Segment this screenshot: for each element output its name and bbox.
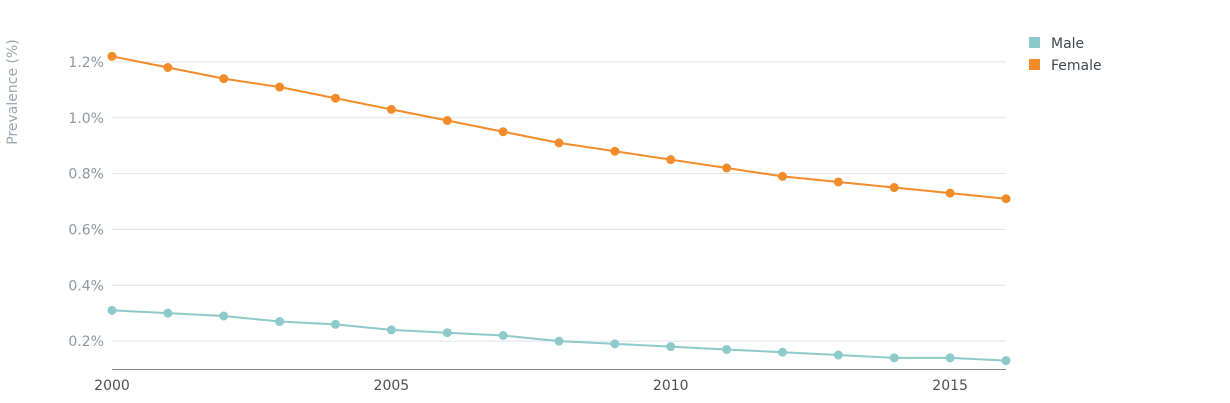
x-tick-labels: 2000 2005 2010 2015 bbox=[94, 378, 968, 394]
data-point[interactable] bbox=[833, 177, 843, 187]
data-point[interactable] bbox=[889, 183, 899, 193]
data-point[interactable] bbox=[610, 339, 620, 349]
data-point[interactable] bbox=[331, 319, 340, 329]
y-tick-label: 0.2% bbox=[68, 334, 104, 350]
y-tick-label: 1.2% bbox=[68, 55, 104, 71]
legend-swatch-male bbox=[1029, 37, 1040, 48]
data-point[interactable] bbox=[219, 311, 229, 321]
data-point[interactable] bbox=[666, 342, 676, 352]
y-axis-label: Prevalence (%) bbox=[5, 39, 21, 145]
series-male bbox=[107, 305, 1011, 366]
y-tick-label: 0.4% bbox=[68, 278, 104, 294]
data-point[interactable] bbox=[778, 347, 787, 357]
data-point[interactable] bbox=[386, 325, 396, 335]
data-point[interactable] bbox=[275, 317, 285, 327]
data-point[interactable] bbox=[1001, 194, 1011, 204]
data-point[interactable] bbox=[442, 116, 452, 126]
data-point[interactable] bbox=[386, 104, 396, 114]
legend-label-male[interactable]: Male bbox=[1051, 36, 1084, 52]
data-point[interactable] bbox=[610, 146, 620, 156]
y-tick-labels: 0.2% 0.4% 0.6% 0.8% 1.0% 1.2% bbox=[68, 55, 104, 350]
series-lines bbox=[107, 51, 1011, 366]
data-point[interactable] bbox=[498, 127, 508, 137]
data-point[interactable] bbox=[945, 188, 955, 198]
data-point[interactable] bbox=[889, 353, 899, 363]
data-point[interactable] bbox=[331, 93, 340, 103]
data-point[interactable] bbox=[666, 155, 676, 165]
data-point[interactable] bbox=[275, 82, 285, 92]
data-point[interactable] bbox=[163, 63, 173, 72]
data-point[interactable] bbox=[833, 350, 843, 360]
data-point[interactable] bbox=[219, 74, 229, 84]
data-point[interactable] bbox=[107, 51, 117, 61]
x-tick-label: 2010 bbox=[653, 378, 689, 394]
data-point[interactable] bbox=[107, 305, 117, 315]
x-tick-label: 2005 bbox=[374, 378, 410, 394]
series-line-female bbox=[111, 55, 1007, 200]
data-point[interactable] bbox=[722, 344, 732, 354]
series-line-male bbox=[111, 309, 1007, 362]
x-tick-label: 2015 bbox=[932, 378, 968, 394]
y-tick-label: 1.0% bbox=[68, 111, 104, 127]
data-point[interactable] bbox=[722, 163, 732, 173]
y-tick-label: 0.8% bbox=[68, 167, 104, 183]
legend-label-female[interactable]: Female bbox=[1051, 58, 1102, 74]
data-point[interactable] bbox=[163, 308, 173, 318]
x-tick-label: 2000 bbox=[94, 378, 130, 394]
data-point[interactable] bbox=[1001, 356, 1011, 366]
data-point[interactable] bbox=[442, 328, 452, 338]
series-female bbox=[107, 51, 1011, 204]
gridlines bbox=[112, 61, 1006, 342]
data-point[interactable] bbox=[498, 331, 508, 340]
legend: Male Female bbox=[1029, 36, 1102, 74]
y-tick-label: 0.6% bbox=[68, 222, 104, 238]
legend-swatch-female bbox=[1029, 59, 1040, 70]
data-point[interactable] bbox=[945, 353, 955, 363]
data-point[interactable] bbox=[554, 336, 564, 346]
data-point[interactable] bbox=[778, 171, 787, 181]
data-point[interactable] bbox=[554, 138, 564, 148]
